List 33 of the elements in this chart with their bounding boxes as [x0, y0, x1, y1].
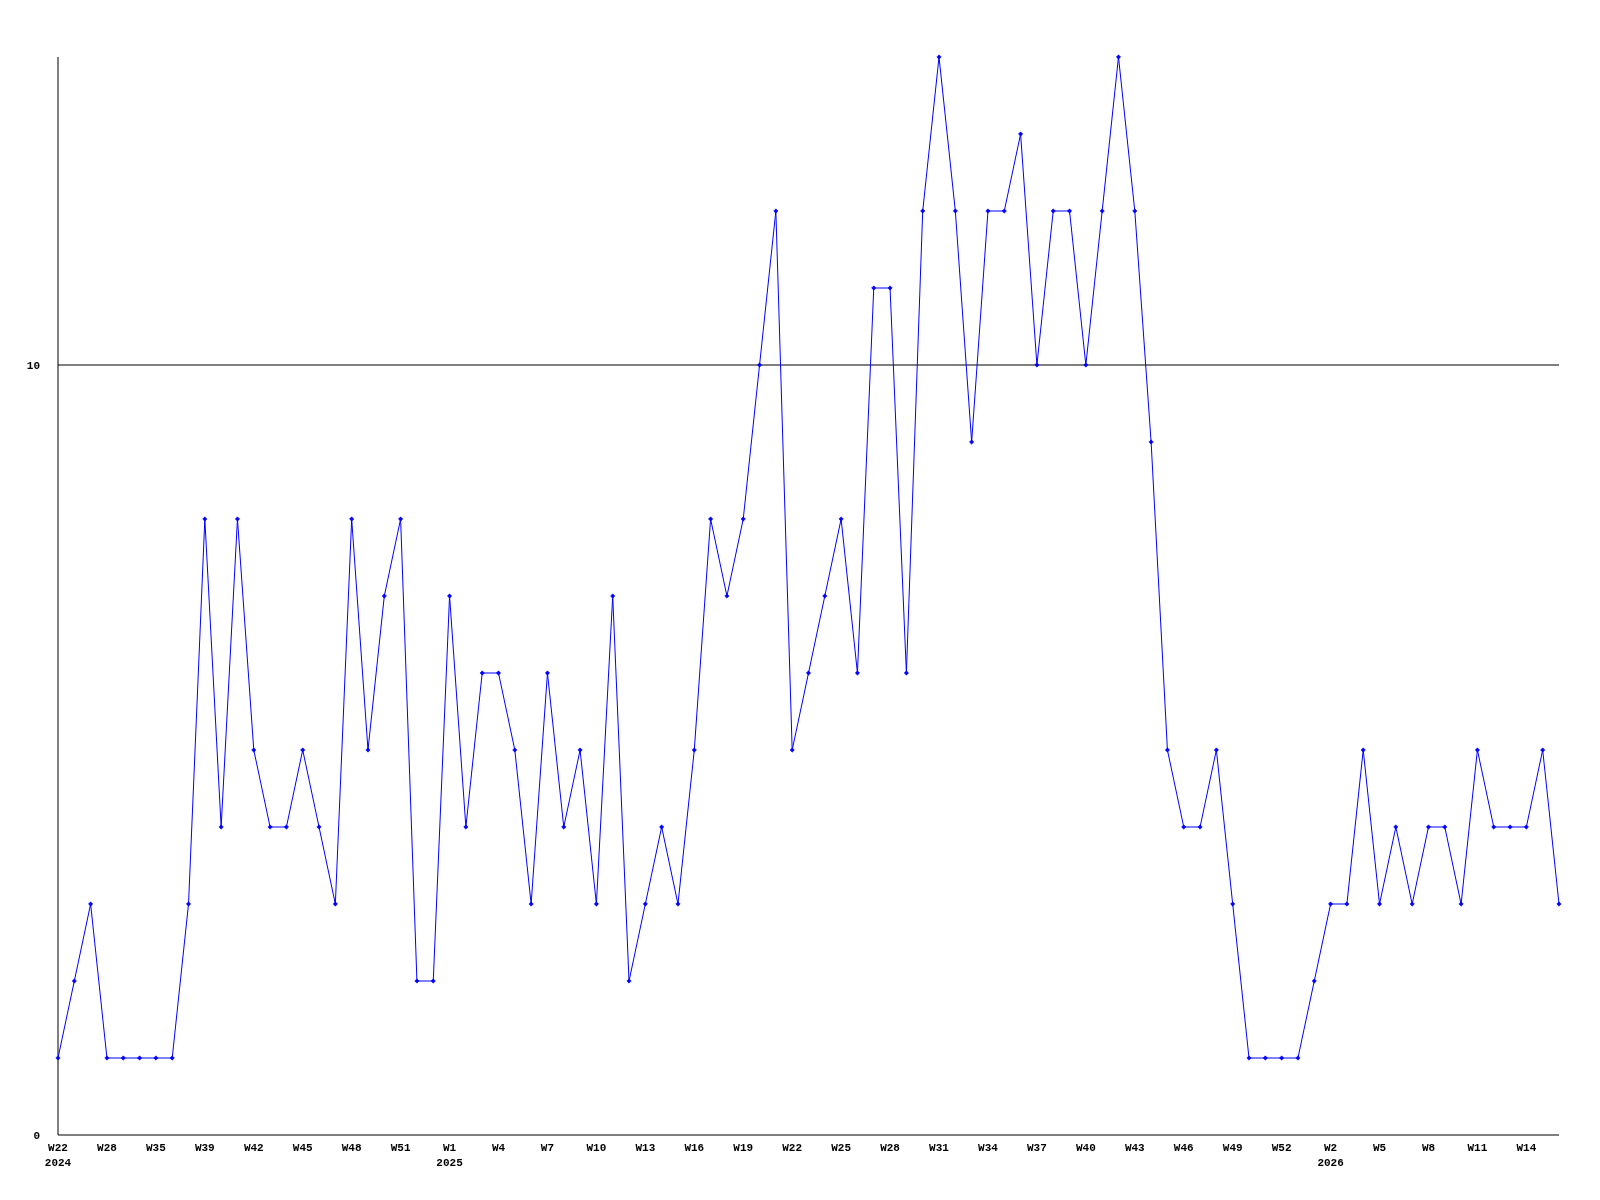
x-tick-label: W19 — [733, 1142, 754, 1154]
x-tick-label: W45 — [292, 1142, 314, 1154]
y-tick-label: 0 — [33, 1129, 40, 1142]
x-tick-label: W7 — [540, 1142, 555, 1154]
x-tick-label: W35 — [145, 1142, 167, 1154]
x-tick-label: W40 — [1075, 1142, 1096, 1154]
x-tick-label: W34 — [978, 1142, 999, 1154]
y-tick-label: 10 — [26, 359, 40, 372]
x-tick-label: W43 — [1124, 1142, 1146, 1154]
x-tick-label: W5 — [1372, 1142, 1387, 1154]
x-tick-label: W16 — [684, 1142, 705, 1154]
x-tick-label: W4 — [491, 1142, 506, 1154]
x-tick-label: W22 — [782, 1142, 803, 1154]
x-tick-label: W49 — [1222, 1142, 1243, 1154]
x-tick-label: W25 — [831, 1142, 852, 1154]
x-tick-label: W13 — [635, 1142, 656, 1154]
x-tick-label: W39 — [194, 1142, 215, 1154]
x-tick-label: W28 — [97, 1142, 118, 1154]
x-tick-label: W2 2026 — [1317, 1142, 1344, 1169]
x-tick-label: W46 — [1173, 1142, 1194, 1154]
x-tick-label: W11 — [1467, 1142, 1488, 1154]
x-tick-label: W51 — [390, 1142, 411, 1154]
x-tick-label: W10 — [586, 1142, 607, 1154]
x-tick-label: W22 2024 — [44, 1142, 72, 1169]
x-tick-label: W8 — [1421, 1142, 1436, 1154]
x-tick-label: W31 — [929, 1142, 950, 1154]
x-tick-label: W42 — [243, 1142, 264, 1154]
x-tick-label: W37 — [1027, 1142, 1047, 1154]
x-tick-label: W52 — [1271, 1142, 1292, 1154]
x-tick-label: W48 — [341, 1142, 362, 1154]
x-tick-label: W28 — [880, 1142, 901, 1154]
x-tick-label: W1 2025 — [436, 1142, 464, 1169]
x-tick-label: W14 — [1516, 1142, 1537, 1154]
